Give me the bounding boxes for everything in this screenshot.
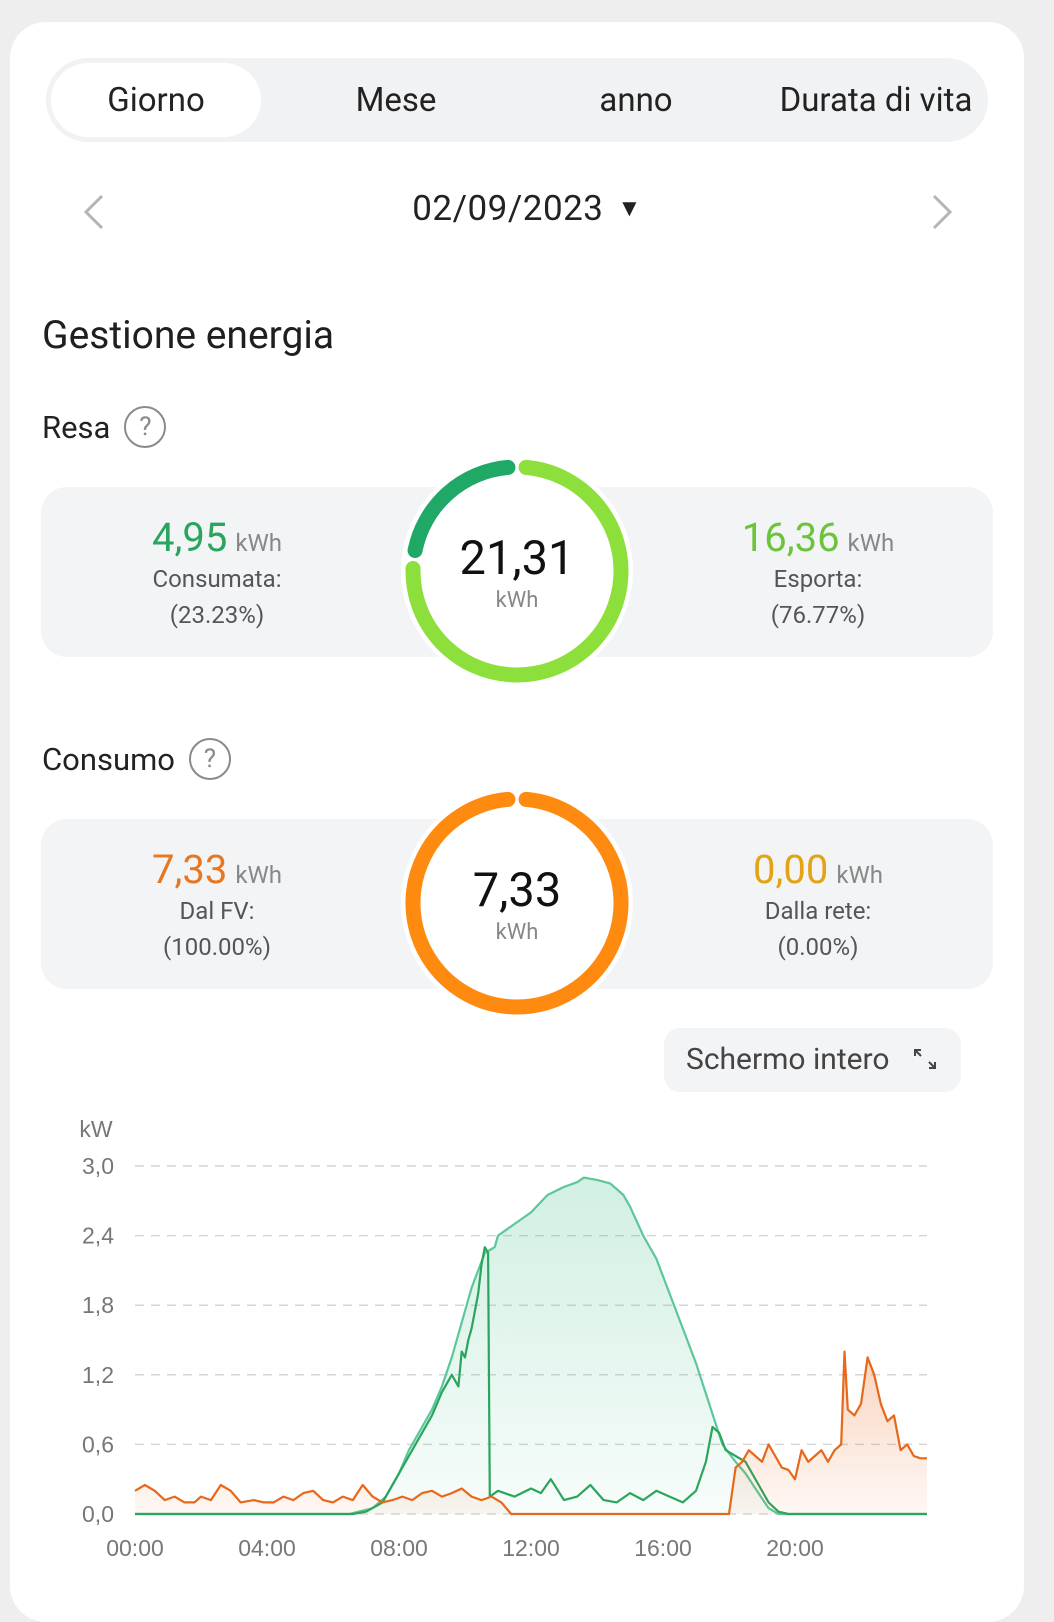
series-area-2 [135,1351,927,1514]
y-tick-label: 1,8 [82,1292,114,1318]
resa-label: Resa [42,408,111,446]
x-tick-label: 16:00 [634,1535,692,1560]
y-tick-label: 0,0 [82,1501,114,1527]
x-tick-label: 00:00 [106,1535,164,1560]
section-title: Gestione energia [42,312,335,358]
resa-total-unit: kWh [495,588,539,613]
consumo-grid-label: Dalla rete: [764,897,872,925]
consumo-ring: 7,33 kWh [397,783,637,1023]
resa-export-label: Esporta: [773,565,863,593]
y-tick-label: 1,2 [82,1362,114,1388]
resa-header: Resa ? [42,406,167,448]
chevron-left-icon [83,194,104,230]
consumo-header: Consumo ? [42,738,231,780]
caret-down-icon: ▼ [617,194,642,222]
chevron-right-icon [932,194,953,230]
consumo-total-unit: kWh [495,920,539,945]
fullscreen-button[interactable]: Schermo intero [664,1028,961,1092]
consumo-grid-value: 0,00 [753,846,829,893]
power-chart: kW 3,0 2,4 1,8 1,2 0,6 0,0 00:00 04:00 08:00 12:00… [79,1116,927,1560]
date-selector[interactable]: 02/09/2023 ▼ [0,188,1054,229]
resa-consumed-stat: 4,95 kWh Consumata: (23.23%) [52,514,382,629]
series-area-0 [135,1177,927,1514]
consumo-ring-background [401,787,633,1019]
resa-consumed-percent: (23.23%) [169,601,265,629]
y-tick-label: 0,6 [82,1431,114,1457]
consumo-ring-segment-pv [405,791,629,1015]
x-tick-label: 12:00 [502,1535,560,1560]
resa-consumed-unit: kWh [235,529,282,557]
tab-giorno[interactable]: Giorno [51,63,261,137]
y-axis-unit-label: kW [79,1116,113,1142]
resa-ring: 21,31 kWh [397,451,637,691]
consumo-pv-percent: (100.00%) [163,933,271,961]
consumo-total-value: 7,33 [472,863,562,918]
x-tick-label: 08:00 [370,1535,428,1560]
help-icon[interactable]: ? [188,738,231,780]
resa-ring-segment-exported [405,459,629,683]
consumo-pv-value: 7,33 [152,846,228,893]
resa-export-unit: kWh [847,529,895,557]
y-tick-label: 2,4 [82,1223,114,1249]
resa-consumed-label: Consumata: [152,565,282,593]
consumo-pv-stat: 7,33 kWh Dal FV: (100.00%) [52,846,382,961]
resa-consumed-value: 4,95 [152,514,228,561]
fullscreen-label: Schermo intero [686,1042,890,1077]
previous-date-button[interactable] [76,190,116,234]
resa-export-value: 16,36 [741,514,840,561]
series-line-2 [134,1350,927,1516]
resa-ring-segment-consumed [407,459,516,558]
period-tabs: Giorno Mese anno Durata di vita [46,58,988,142]
resa-ring-background [401,455,633,687]
tab-durata-di-vita[interactable]: Durata di vita [779,81,973,120]
resa-total-value: 21,31 [459,531,575,586]
x-tick-label: 20:00 [766,1535,824,1560]
expand-icon [914,1049,936,1069]
consumo-pv-label: Dal FV: [179,897,255,925]
consumo-grid-stat: 0,00 kWh Dalla rete: (0.00%) [653,846,983,961]
consumo-pv-unit: kWh [235,861,282,889]
tab-anno[interactable]: anno [599,81,673,120]
consumo-label: Consumo [42,740,175,778]
resa-export-percent: (76.77%) [770,601,866,629]
series-line-0 [135,1176,927,1516]
help-icon[interactable]: ? [124,406,167,448]
consumo-grid-unit: kWh [836,861,883,889]
y-tick-label: 3,0 [82,1153,114,1179]
series-line-1 [135,1246,927,1516]
next-date-button[interactable] [922,190,962,234]
x-tick-label: 04:00 [238,1535,296,1560]
date-value: 02/09/2023 [412,188,604,229]
resa-export-stat: 16,36 kWh Esporta: (76.77%) [653,514,983,629]
consumo-grid-percent: (0.00%) [777,933,859,961]
tab-mese[interactable]: Mese [355,81,437,120]
